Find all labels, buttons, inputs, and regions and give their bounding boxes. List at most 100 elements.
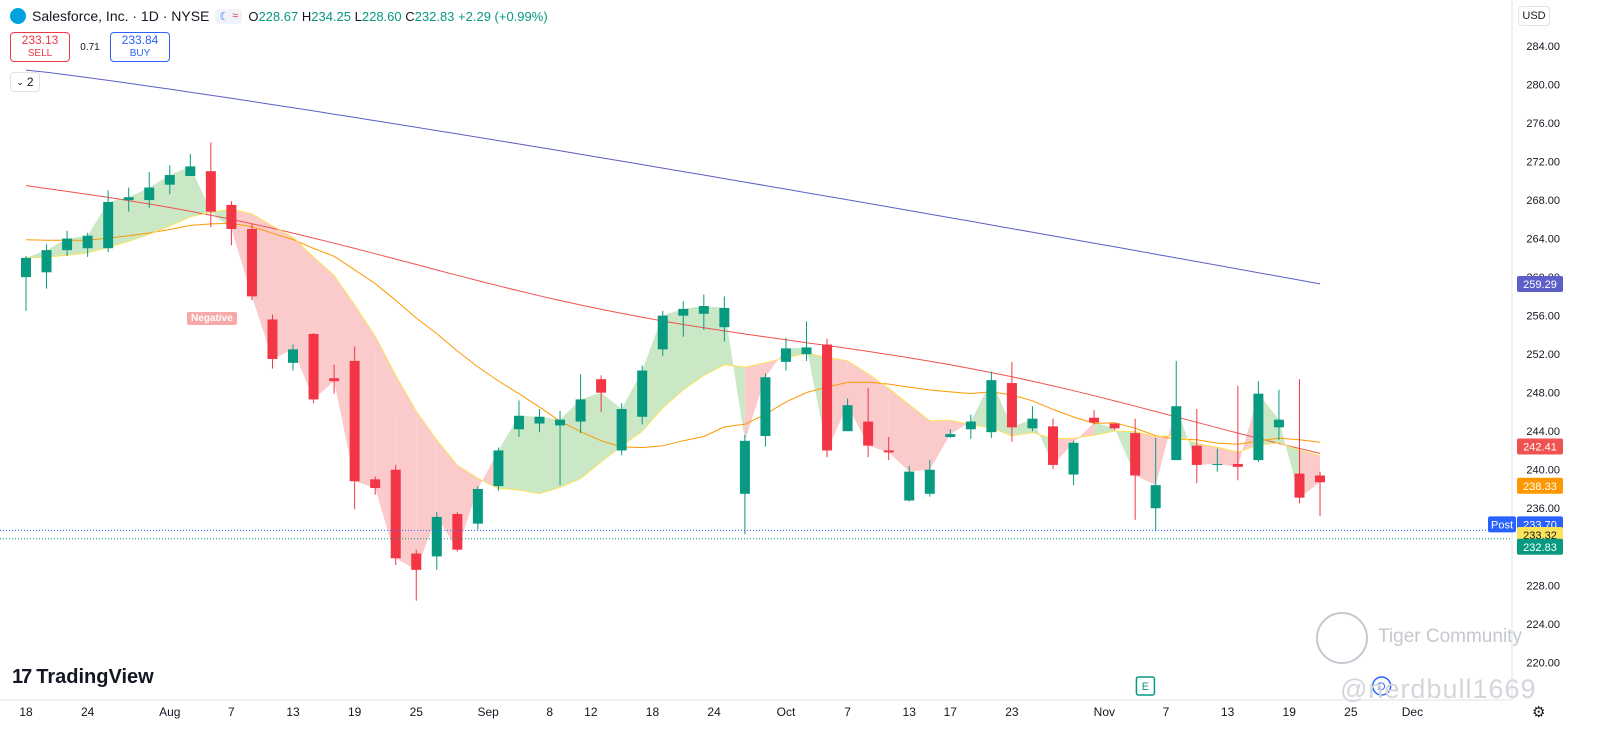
trend-band-segment (1032, 418, 1053, 465)
candle-body (144, 187, 155, 201)
candle-body (226, 204, 237, 229)
trend-band-segment (827, 357, 848, 451)
trend-band-segment (1278, 419, 1300, 498)
x-tick-label: Oct (777, 705, 796, 719)
x-tick-label: 13 (1221, 705, 1235, 719)
tradingview-logo[interactable]: 17 TradingView (12, 666, 154, 688)
x-tick-label: 25 (410, 705, 424, 719)
candle-body (1089, 417, 1100, 423)
candle-body (1294, 473, 1305, 498)
candle-body (924, 469, 935, 494)
candle-body (288, 349, 299, 363)
candle-body (267, 319, 278, 359)
event-marker-label: D (1378, 681, 1386, 693)
y-tick-label: 228.00 (1526, 580, 1560, 592)
trend-band-segment (251, 213, 273, 359)
earnings-marker (1135, 676, 1156, 696)
trend-band-segment (169, 166, 191, 226)
candle-body (41, 250, 52, 273)
trend-band-segment (1135, 431, 1156, 486)
y-tick-label: 248.00 (1526, 388, 1560, 400)
trend-band-segment (1114, 428, 1136, 476)
indicators-toggle[interactable]: ⌄ 2 (10, 72, 40, 92)
candle-body (164, 175, 175, 185)
candle-body (1212, 463, 1223, 465)
y-tick-label: 240.00 (1526, 465, 1560, 477)
candle-body (370, 479, 381, 489)
candle-body (431, 516, 442, 557)
trend-band-segment (519, 415, 540, 494)
candle-body (349, 360, 360, 482)
trend-band-segment (293, 237, 314, 400)
tradingview-mark-icon: 17 (12, 666, 32, 688)
trend-band-segment (662, 308, 684, 408)
symbol-title[interactable]: Salesforce, Inc. · 1D · NYSE (32, 8, 210, 24)
candle-body (616, 409, 627, 451)
salesforce-logo-icon (10, 8, 26, 24)
sell-button[interactable]: 233.13 SELL (10, 32, 70, 62)
y-tick-label: 220.00 (1526, 657, 1560, 669)
y-tick-label: 280.00 (1526, 80, 1560, 92)
candle-body (123, 197, 134, 201)
y-tick-label: 272.00 (1526, 157, 1560, 169)
candle-body (1171, 406, 1182, 461)
trend-band-segment (560, 399, 581, 488)
trend-band-segment (354, 304, 376, 488)
trend-band-segment (1011, 418, 1033, 436)
candle-body (883, 450, 894, 453)
post-label-text: Post (1491, 519, 1513, 531)
currency-button[interactable]: USD (1518, 6, 1550, 26)
trend-band-segment (210, 209, 232, 229)
moon-icon: ☾ (219, 10, 230, 23)
y-tick-label: 284.00 (1526, 41, 1560, 53)
ma100-price-tag (1517, 438, 1563, 455)
trend-band-segment (498, 415, 519, 490)
trend-band-segment (334, 275, 355, 482)
candle-body (513, 415, 524, 430)
candle-body (555, 419, 566, 426)
market-status-pill[interactable]: ☾ ≈ (215, 8, 243, 24)
trade-panel: 233.13 SELL 0.71 233.84 BUY (10, 32, 170, 62)
symbol-header: Salesforce, Inc. · 1D · NYSE ☾ ≈ O228.67… (10, 8, 548, 24)
x-tick-label: Aug (159, 705, 180, 719)
trend-band-segment (190, 166, 211, 217)
dividend-marker (1371, 676, 1392, 696)
trend-band-segment (1094, 422, 1115, 436)
trend-band-segment (642, 315, 663, 432)
trend-band-segment (765, 348, 786, 378)
ma200-line (25, 69, 1321, 285)
y-tick-label: 244.00 (1526, 426, 1560, 438)
ma200-price-text: 259.29 (1523, 279, 1557, 291)
trend-band-segment (929, 420, 951, 470)
candle-body (678, 308, 689, 316)
ma100-price-text: 242.41 (1523, 442, 1557, 454)
watermark-community: Tiger Community (1378, 626, 1522, 647)
trend-band-segment (46, 238, 68, 258)
wave-icon: ≈ (232, 10, 239, 22)
x-tick-label: 19 (348, 705, 362, 719)
candle-body (575, 399, 586, 422)
gear-icon[interactable]: ⚙ (1532, 704, 1546, 721)
trend-band-segment (1155, 406, 1177, 486)
ma200-price-tag (1517, 275, 1563, 292)
candle-body (657, 315, 668, 350)
candle-body (596, 379, 607, 393)
x-tick-label: Dec (1402, 705, 1423, 719)
trend-band-segment (724, 307, 745, 441)
candle-body (246, 228, 257, 297)
x-tick-label: Nov (1094, 705, 1115, 719)
x-tick-label: 7 (228, 705, 235, 719)
trend-band-segment (272, 226, 293, 359)
trend-band-segment (888, 388, 910, 472)
candle-body (452, 514, 463, 550)
candle-body (965, 421, 976, 430)
trend-band-segment (457, 465, 478, 550)
buy-button[interactable]: 233.84 BUY (110, 32, 170, 62)
x-tick-label: 23 (1005, 705, 1019, 719)
price-change: +2.29 (+0.99%) (458, 8, 548, 24)
candle-body (1191, 445, 1202, 465)
last-price-text: 232.83 (1523, 542, 1557, 554)
x-tick-label: 25 (1344, 705, 1358, 719)
